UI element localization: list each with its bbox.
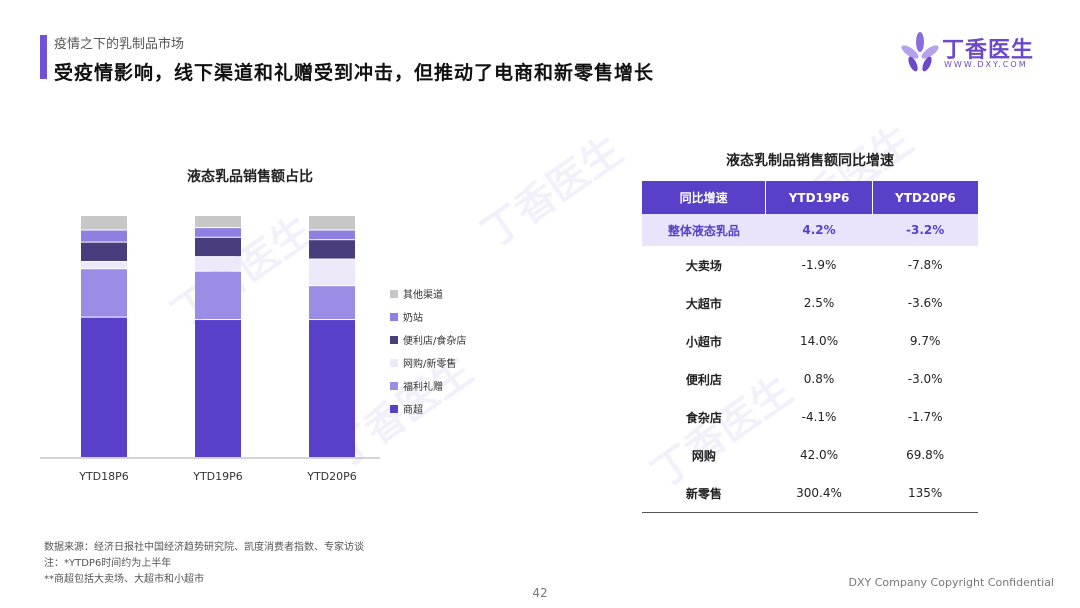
table-cell: 42.0% [799, 448, 839, 462]
footnote-note: 注：*YTDP6时间约为上半年 [44, 558, 172, 569]
table-cell: -1.9% [801, 258, 837, 272]
x-tick-label: YTD19P6 [192, 470, 243, 483]
bar-chart-title: 液态乳品销售额占比 [187, 169, 313, 185]
watermark-text: 丁香医生 [473, 127, 632, 258]
legend-label: 商超 [403, 405, 423, 416]
legend-swatch [390, 381, 398, 390]
legend-swatch [390, 358, 398, 367]
table-cell: -3.2% [872, 214, 978, 246]
bar-segment [195, 320, 241, 457]
footnote-source: 数据来源：经济日报社中国经济趋势研究院、凯度消费者指数、专家访谈 [44, 542, 364, 553]
page-title: 受疫情影响，线下渠道和礼赠受到冲击，但推动了电商和新零售增长 [54, 62, 655, 84]
bar-segment [309, 259, 355, 286]
table-row-label: 大卖场 [685, 258, 722, 273]
chart-legend: 其他渠道奶站便利店/食杂店 网购/新零售 福利礼赠商超 [390, 282, 466, 420]
growth-table-title: 液态乳制品销售额同比增速 [726, 153, 894, 169]
legend-label: 福利礼赠 [403, 382, 443, 393]
table-cell: -7.8% [907, 258, 943, 272]
bar-segment [81, 230, 127, 242]
table-row-label: 整体液态乳品 [642, 214, 766, 246]
table-cell: 300.4% [765, 474, 873, 513]
legend-item: 便利店/食杂店 [390, 328, 466, 351]
bar-segment [81, 269, 127, 317]
legend-label: 其他渠道 [403, 290, 443, 301]
table-row: 小超市 14.0% 9.7% [642, 322, 978, 360]
table-cell: -3.0% [907, 372, 943, 386]
table-row-label: 小超市 [685, 334, 722, 349]
bar-segment [81, 242, 127, 261]
table-cell: 69.8% [906, 448, 945, 462]
page-number: 42 [532, 586, 548, 600]
table-header-cell: YTD20P6 [872, 181, 978, 214]
bar-segment [195, 257, 241, 271]
footnotes: 数据来源：经济日报社中国经济趋势研究院、凯度消费者指数、专家访谈 注：*YTDP… [44, 540, 364, 588]
bar-segment [195, 216, 241, 228]
legend-item: 商超 [390, 397, 466, 420]
table-cell: 9.7% [909, 334, 941, 348]
logo-name: 丁香医生 [942, 38, 1035, 63]
stacked-bar-chart: YTD18P6 YTD19P6 YTD20P6 [40, 216, 380, 483]
section-title: 疫情之下的乳制品市场 [54, 37, 185, 52]
bar-segment [81, 317, 127, 457]
table-cell: 135% [872, 474, 978, 513]
legend-label: 奶站 [403, 313, 423, 324]
bar-segment [195, 237, 241, 257]
legend-label: 便利店/食杂店 [403, 336, 467, 347]
table-row-label: 大超市 [685, 296, 722, 311]
table-row: 整体液态乳品 4.2% -3.2% [642, 214, 978, 246]
bar-segment [309, 286, 355, 320]
bar-segment [309, 240, 355, 259]
table-row: 食杂店 -4.1% -1.7% [642, 398, 978, 436]
table-cell: 14.0% [799, 334, 839, 348]
clove-flower-icon [901, 32, 939, 72]
table-header-cell: 同比增速 [642, 181, 767, 214]
table-cell: 0.8% [803, 372, 835, 386]
bar-segment [81, 216, 127, 230]
table-row: 新零售 300.4% 135% [642, 474, 978, 513]
legend-item: 其他渠道 [390, 282, 466, 305]
bar-segment [309, 320, 355, 457]
table-row: 网购 42.0% 69.8% [642, 436, 978, 474]
bar-segment [309, 230, 355, 240]
legend-item: 网购/新零售 [390, 351, 466, 374]
legend-swatch [390, 289, 398, 298]
bar-segment [81, 261, 127, 269]
table-cell: -4.1% [801, 410, 837, 424]
table-cell: -3.6% [907, 296, 943, 310]
legend-swatch [390, 312, 398, 321]
table-cell: 2.5% [803, 296, 835, 310]
legend-label: 网购/新零售 [403, 359, 457, 370]
table-row-label: 食杂店 [685, 410, 722, 425]
legend-item: 福利礼赠 [390, 374, 466, 397]
table-row-label: 网购 [691, 448, 716, 463]
growth-table: 同比增速 YTD19P6 YTD20P6 整体液态乳品 4.2% -3.2% 大卖场 -… [642, 181, 978, 513]
table-row: 大卖场 -1.9% -7.8% [642, 246, 978, 284]
bar-segment [309, 216, 355, 230]
legend-item: 奶站 [390, 305, 466, 328]
table-row: 便利店 0.8% -3.0% [642, 360, 978, 398]
table-cell: 4.2% [765, 214, 873, 246]
x-tick-label: YTD18P6 [78, 470, 129, 483]
table-header-row: 同比增速 YTD19P6 YTD20P6 [642, 181, 978, 214]
table-row-label: 便利店 [685, 372, 722, 387]
table-header-cell: YTD19P6 [765, 181, 873, 214]
copyright: DXY Company Copyright Confidential [848, 576, 1055, 589]
table-cell: -1.7% [907, 410, 943, 424]
bar-segment [195, 228, 241, 237]
bar-segment [195, 271, 241, 320]
logo: 丁香医生 WWW.DXY.COM [900, 30, 1040, 78]
table-row-label: 新零售 [642, 474, 766, 513]
footnote-note: **商超包括大卖场、大超市和小超市 [44, 574, 204, 585]
legend-swatch [390, 404, 398, 413]
x-tick-label: YTD20P6 [306, 470, 357, 483]
logo-url: WWW.DXY.COM [944, 60, 1028, 69]
legend-swatch [390, 335, 398, 344]
accent-bar [40, 35, 47, 79]
table-row: 大超市 2.5% -3.6% [642, 284, 978, 322]
